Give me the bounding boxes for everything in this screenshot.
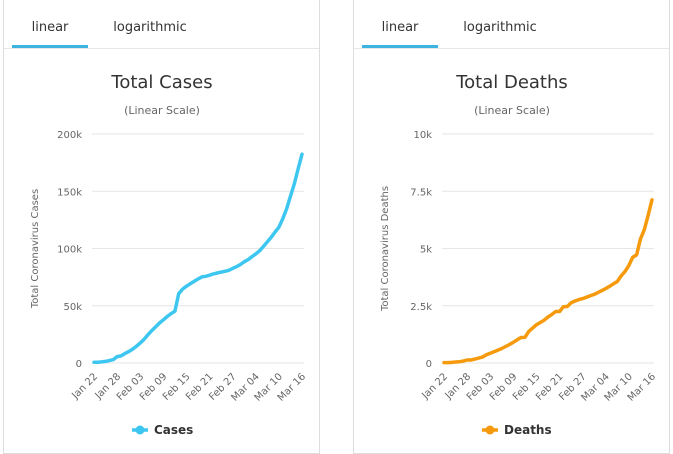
series-line-cases [92,152,304,365]
tab-logarithmic[interactable]: logarithmic [113,20,187,35]
y-tick-label: 5k [420,245,432,256]
y-tick-label: 150k [57,187,82,198]
y-tick-label: 0 [426,359,432,370]
tab-linear[interactable]: linear [362,0,438,48]
cases-chart-panel: linear logarithmic Total Cases (Linear Sc… [3,0,320,454]
y-tick-label: 100k [57,245,82,256]
scale-tabs: linear logarithmic [354,0,669,49]
deaths-line-chart: Total Deaths (Linear Scale) 0 2.5k 5k 7.5k 10k… [380,72,658,437]
x-tick-label: Jan 22 [69,371,100,402]
chart-title: Total Cases [110,72,212,93]
chart-subtitle: (Linear Scale) [474,104,550,117]
deaths-chart-panel: linear logarithmic Total Deaths (Linear S… [353,0,670,454]
y-tick-label: 50k [63,302,82,313]
y-tick-label: 0 [76,359,82,370]
legend-item-deaths[interactable]: Deaths [504,423,552,437]
tab-linear[interactable]: linear [12,0,88,48]
tab-logarithmic[interactable]: logarithmic [463,20,537,35]
series-line-deaths [442,198,654,365]
scale-tabs: linear logarithmic [4,0,319,49]
y-axis-title: Total Coronavirus Deaths [380,186,391,312]
y-tick-label: 10k [413,130,432,141]
y-tick-label: 2.5k [410,302,432,313]
y-tick-label: 7.5k [410,187,432,198]
cases-line-chart: Total Cases (Linear Scale) 0 50k 100k 150k 200… [30,72,308,437]
y-tick-label: 200k [57,130,82,141]
legend-item-cases[interactable]: Cases [154,423,193,437]
legend-marker[interactable] [485,425,495,435]
y-axis-title: Total Coronavirus Cases [30,189,41,309]
legend-marker[interactable] [135,425,145,435]
chart-title: Total Deaths [455,72,568,93]
x-tick-label: Jan 22 [419,371,450,402]
chart-subtitle: (Linear Scale) [124,104,200,117]
